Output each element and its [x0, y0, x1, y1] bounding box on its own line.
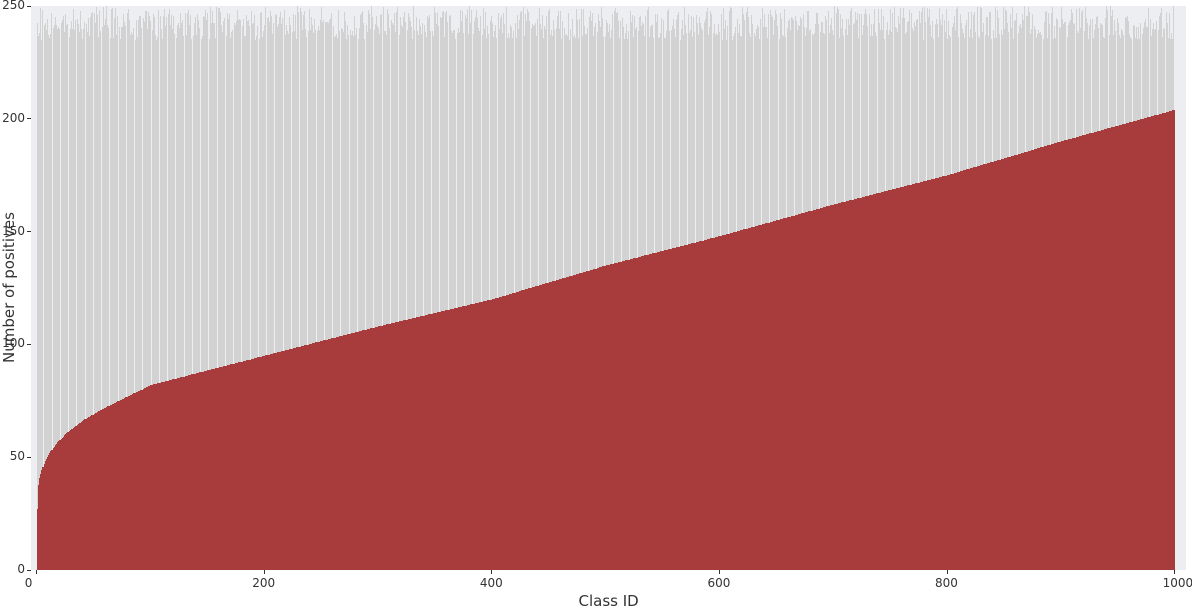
- x-tick-label: 1000: [1163, 576, 1192, 590]
- y-tick-mark: [27, 118, 31, 119]
- x-tick-mark: [947, 570, 948, 574]
- x-tick-label: 600: [707, 576, 730, 590]
- x-tick-mark: [1174, 570, 1175, 574]
- y-tick-label: 250: [2, 0, 25, 12]
- x-tick-label: 0: [25, 576, 33, 590]
- x-tick-label: 200: [252, 576, 275, 590]
- x-tick-mark: [719, 570, 720, 574]
- y-tick-label: 50: [10, 449, 25, 463]
- chart-root: Number of positives Class ID 0 50 100 150 20…: [0, 0, 1192, 614]
- y-tick-mark: [27, 457, 31, 458]
- y-tick-mark: [27, 6, 31, 7]
- x-tick-mark: [36, 570, 37, 574]
- chart-facet: [31, 6, 1186, 570]
- y-tick-mark: [27, 344, 31, 345]
- y-tick-mark: [27, 231, 31, 232]
- x-tick-label: 400: [480, 576, 503, 590]
- plot-area: [31, 6, 1186, 570]
- y-tick-label: 150: [2, 224, 25, 238]
- fg-bar: [1173, 110, 1174, 570]
- y-tick-label: 100: [2, 336, 25, 350]
- y-tick-mark: [27, 570, 31, 571]
- x-tick-mark: [264, 570, 265, 574]
- x-tick-label: 800: [935, 576, 958, 590]
- y-tick-label: 200: [2, 111, 25, 125]
- x-tick-mark: [491, 570, 492, 574]
- x-axis-label: Class ID: [579, 592, 639, 610]
- y-axis-label: Number of positives: [0, 163, 18, 363]
- y-tick-label: 0: [17, 562, 25, 576]
